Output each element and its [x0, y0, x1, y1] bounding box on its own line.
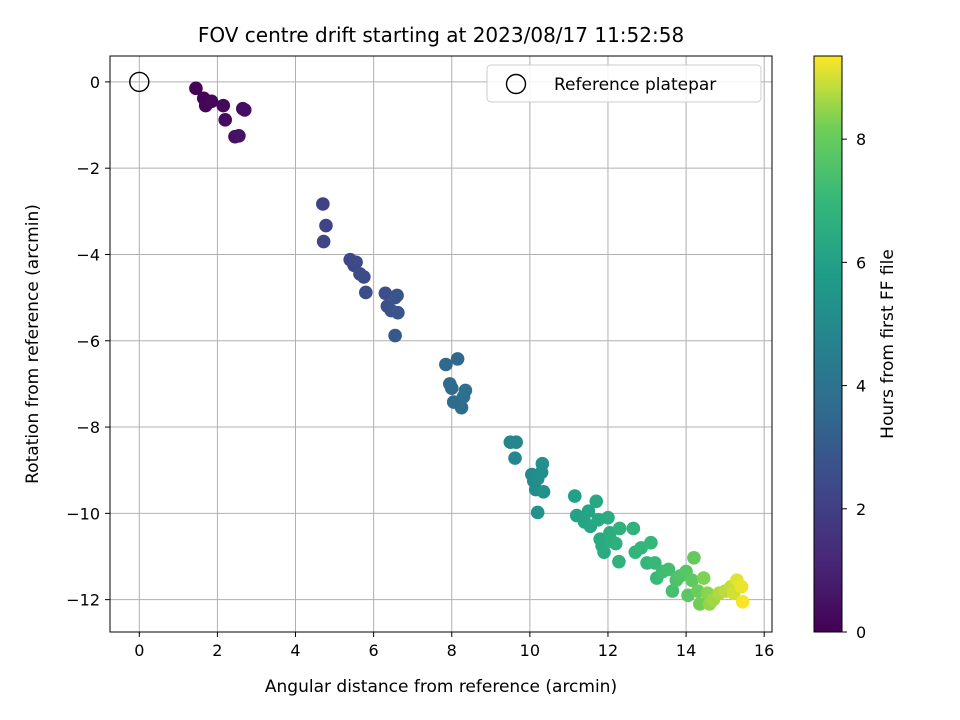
y-axis-label: Rotation from reference (arcmin) [23, 204, 43, 484]
data-point [530, 505, 545, 520]
colorbar: 0 2 4 6 8 Hours from first FF file [813, 55, 898, 642]
legend: Reference platepar [486, 64, 762, 103]
x-axis-label: Angular distance from reference (arcmin) [265, 677, 617, 697]
colorbar-tick-label: 6 [856, 253, 866, 272]
colorbar-ticks: 0 2 4 6 8 [842, 130, 866, 642]
data-point [450, 352, 465, 366]
data-point [349, 255, 363, 270]
legend-box [486, 64, 762, 103]
data-point [218, 113, 233, 127]
reference-marker-group [129, 71, 150, 93]
data-point [589, 494, 604, 509]
data-point [454, 400, 469, 415]
data-point [581, 504, 596, 518]
legend-reference-icon [505, 73, 527, 95]
data-points [189, 81, 750, 611]
data-point [608, 536, 623, 551]
x-tick-label: 12 [598, 641, 618, 660]
y-tick-label: −6 [76, 332, 100, 351]
data-point [509, 435, 523, 449]
data-point [439, 357, 453, 372]
x-tick-label: 8 [447, 641, 457, 660]
data-point [612, 554, 626, 569]
y-tick-label: −10 [66, 504, 100, 523]
data-point [597, 545, 611, 559]
data-point [696, 571, 711, 585]
plot-frame [109, 55, 773, 633]
data-point [612, 521, 627, 536]
colorbar-label: Hours from first FF file [878, 249, 898, 439]
data-point [567, 489, 582, 503]
y-tick-label: −8 [76, 418, 100, 437]
y-tick-label: −12 [66, 591, 100, 610]
data-point [734, 579, 749, 594]
y-tick-label: −2 [76, 159, 100, 178]
data-point [316, 197, 330, 211]
x-tick-label: 14 [676, 641, 696, 660]
data-point [232, 129, 246, 143]
data-point [626, 521, 641, 536]
data-point [685, 573, 699, 588]
data-point [508, 451, 522, 465]
colorbar-tick-label: 4 [856, 377, 866, 396]
colorbar-tick-label: 8 [856, 130, 866, 149]
axis-ticks: 0 2 4 6 8 10 12 14 16 0 −2 −4 −6 −8 −10 −12 [66, 73, 774, 660]
legend-entry-reference: Reference platepar [554, 75, 716, 95]
data-point [601, 510, 615, 525]
y-tick-label: −4 [76, 245, 100, 264]
x-tick-label: 10 [520, 641, 540, 660]
data-point [216, 98, 231, 113]
data-point [735, 594, 750, 609]
chart-title: FOV centre drift starting at 2023/08/17 … [198, 23, 684, 47]
x-tick-label: 6 [369, 641, 379, 660]
data-point [319, 218, 333, 233]
data-point [535, 456, 550, 471]
x-tick-label: 16 [754, 641, 774, 660]
data-point [444, 381, 459, 396]
colorbar-tick-label: 0 [856, 623, 866, 642]
data-point [458, 383, 473, 398]
data-point [665, 584, 680, 598]
x-tick-label: 2 [212, 641, 222, 660]
data-point [536, 484, 551, 499]
x-tick-label: 0 [134, 641, 144, 660]
data-point [316, 234, 331, 249]
data-point [237, 103, 252, 117]
data-point [189, 81, 203, 96]
data-point [648, 556, 662, 570]
colorbar-tick-label: 2 [856, 500, 866, 519]
data-point [359, 285, 373, 300]
data-point [692, 597, 707, 611]
x-tick-label: 4 [290, 641, 300, 660]
data-point [687, 550, 701, 565]
data-point [390, 288, 404, 303]
data-point [391, 305, 405, 320]
data-point [204, 94, 219, 109]
y-tick-label: 0 [90, 73, 100, 92]
data-point [661, 562, 676, 577]
data-point [357, 270, 371, 284]
colorbar-gradient [813, 55, 843, 633]
data-point [388, 328, 402, 343]
data-point [644, 535, 658, 550]
grid-lines [110, 56, 772, 632]
reference-platepar-marker [129, 71, 150, 93]
